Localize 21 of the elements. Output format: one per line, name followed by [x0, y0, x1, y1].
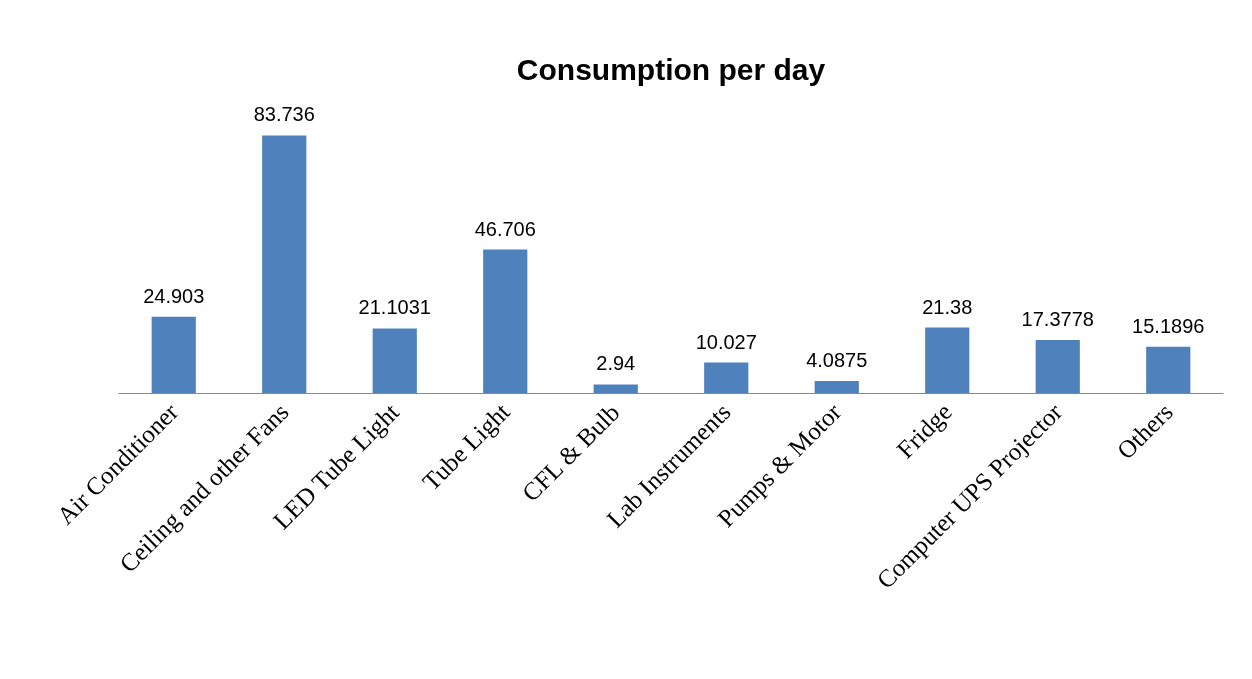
data-label: 24.903	[143, 284, 205, 307]
chart-title: Consumption per day	[516, 52, 826, 86]
data-label: 21.1031	[358, 296, 431, 319]
bar	[925, 327, 970, 394]
bar	[483, 249, 528, 394]
data-label: 21.38	[922, 295, 973, 318]
data-label: 17.3778	[1021, 307, 1094, 330]
bar	[704, 362, 749, 394]
bar	[1035, 339, 1080, 394]
bar	[593, 384, 638, 394]
bar	[372, 328, 417, 394]
data-label: 46.706	[474, 217, 536, 240]
data-label: 83.736	[253, 103, 315, 126]
data-label: 2.94	[596, 352, 636, 375]
data-label: 4.0875	[806, 348, 868, 371]
data-label: 15.1896	[1132, 314, 1205, 337]
bar	[262, 135, 307, 394]
bar	[814, 380, 859, 394]
data-label: 10.027	[695, 330, 757, 353]
bar	[151, 316, 196, 394]
bar	[1146, 346, 1191, 394]
